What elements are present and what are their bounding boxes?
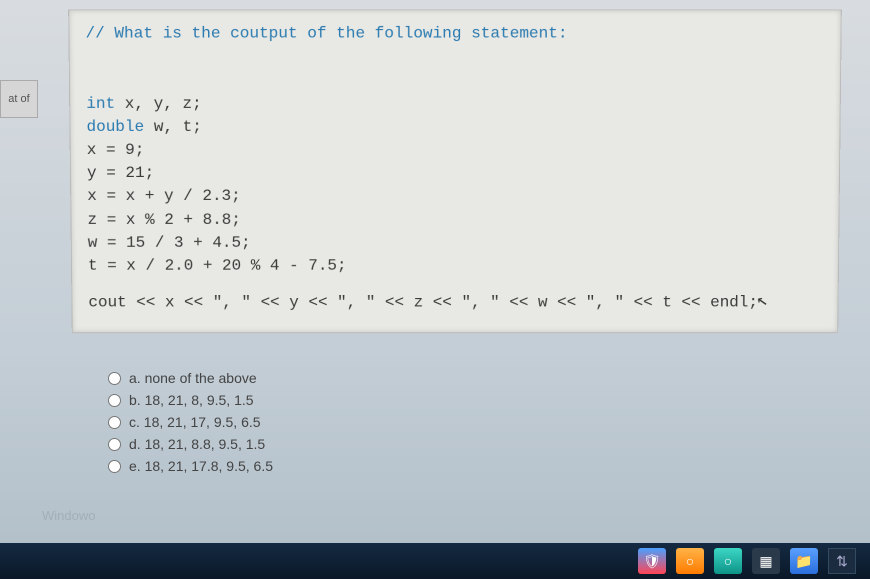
code-cout: cout << x << ", " << y << ", " << z << "…: [88, 292, 821, 315]
shield-glyph: 🛡: [643, 553, 661, 570]
browser-glyph: ○: [686, 553, 694, 569]
answer-radio-c[interactable]: [108, 416, 121, 429]
windowed-watermark: Windowo: [42, 508, 95, 523]
tray-glyph: ⇅: [836, 553, 848, 570]
answer-row[interactable]: d. 18, 21, 8.8, 9.5, 1.5: [108, 436, 273, 452]
answer-label-d: d. 18, 21, 8.8, 9.5, 1.5: [129, 436, 265, 452]
code-line-2: double w, t;: [86, 116, 823, 139]
taskbar-browser2-icon[interactable]: ○: [714, 548, 742, 574]
answer-label-c: c. 18, 21, 17, 9.5, 6.5: [129, 414, 261, 430]
code-blank-1: [86, 46, 825, 69]
answer-radio-e[interactable]: [108, 460, 121, 473]
taskbar: 🛡 ○ ○ ▦ 📁 ⇅: [0, 543, 870, 579]
store-glyph: ▦: [759, 553, 772, 570]
taskbar-shield-icon[interactable]: 🛡: [638, 548, 666, 574]
code-l1b: x, y, z;: [115, 94, 202, 112]
answer-row[interactable]: c. 18, 21, 17, 9.5, 6.5: [108, 414, 273, 430]
left-tab: at of: [0, 80, 38, 118]
code-line-5: x = x + y / 2.3;: [87, 185, 823, 208]
answer-row[interactable]: e. 18, 21, 17.8, 9.5, 6.5: [108, 458, 273, 474]
kw-double: double: [86, 118, 144, 136]
answers-block: a. none of the above b. 18, 21, 8, 9.5, …: [108, 370, 273, 480]
browser2-glyph: ○: [724, 553, 732, 569]
code-comment: // What is the coutput of the following …: [85, 22, 824, 45]
code-line-6: z = x % 2 + 8.8;: [87, 208, 822, 231]
taskbar-browser-icon[interactable]: ○: [676, 548, 704, 574]
answer-radio-b[interactable]: [108, 394, 121, 407]
answer-label-e: e. 18, 21, 17.8, 9.5, 6.5: [129, 458, 273, 474]
taskbar-folder-icon[interactable]: 📁: [790, 548, 818, 574]
tray-toggle-button[interactable]: ⇅: [828, 548, 856, 574]
windowed-prefix: Windowo: [42, 508, 95, 523]
answer-radio-a[interactable]: [108, 372, 121, 385]
folder-glyph: 📁: [795, 553, 812, 570]
answer-label-a: a. none of the above: [129, 370, 257, 386]
left-tab-label: at of: [8, 93, 29, 105]
code-line-1: int x, y, z;: [86, 92, 824, 115]
code-box: // What is the coutput of the following …: [68, 9, 842, 333]
answer-row[interactable]: b. 18, 21, 8, 9.5, 1.5: [108, 392, 273, 408]
code-line-8: t = x / 2.0 + 20 % 4 - 7.5;: [88, 255, 822, 278]
answer-row[interactable]: a. none of the above: [108, 370, 273, 386]
code-blank-2: [86, 69, 824, 92]
answer-label-b: b. 18, 21, 8, 9.5, 1.5: [129, 392, 254, 408]
taskbar-store-icon[interactable]: ▦: [752, 548, 780, 574]
code-l2b: w, t;: [144, 118, 202, 136]
kw-int: int: [86, 94, 115, 112]
answer-radio-d[interactable]: [108, 438, 121, 451]
code-line-4: y = 21;: [87, 162, 823, 185]
code-line-3: x = 9;: [87, 139, 824, 162]
code-line-7: w = 15 / 3 + 4.5;: [88, 232, 823, 255]
